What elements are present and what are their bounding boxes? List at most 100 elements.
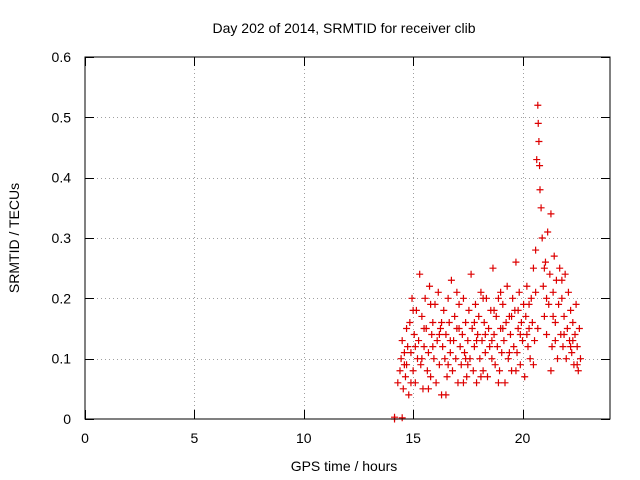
data-point [479,294,487,302]
data-point [517,318,525,326]
data-point [406,318,414,326]
data-point [512,367,520,375]
data-point [405,391,413,399]
data-point [505,349,513,357]
data-point [525,325,533,332]
data-point [449,367,456,375]
data-point [467,270,475,278]
data-point [516,361,524,369]
data-point [537,204,545,212]
data-point [536,162,544,170]
x-axis-title: GPS time / hours [291,458,398,474]
data-point [572,300,580,308]
data-point [485,325,493,332]
data-point [543,331,551,339]
data-point [499,300,507,308]
y-tick-label: 0.3 [52,230,72,246]
data-point [404,343,412,351]
data-point [501,379,509,387]
data-point [528,318,536,326]
data-point [534,325,542,332]
data-point [459,379,467,387]
data-point [403,325,411,332]
data-point [434,288,442,296]
data-point [503,282,511,290]
data-point [420,325,428,332]
data-point [576,355,584,363]
data-point [547,210,555,218]
data-point [563,325,571,332]
data-point [423,367,431,375]
data-point [470,343,478,351]
data-point [407,349,415,357]
data-point [447,276,455,284]
data-points [391,101,584,423]
data-point [411,343,419,351]
data-point [451,312,459,320]
data-point [527,294,535,302]
data-point [490,306,498,314]
data-point [484,373,491,381]
data-point [408,294,416,302]
data-point [426,282,434,290]
data-point [439,343,447,351]
data-point [548,343,556,351]
data-point [398,337,406,345]
data-point [567,343,575,351]
data-point [525,300,533,308]
data-point [568,349,576,357]
data-point [457,361,465,369]
data-point [523,331,531,339]
x-tick-label: 15 [405,430,421,446]
y-tick-label: 0.2 [52,290,72,306]
data-point [398,414,406,422]
data-point [534,101,542,109]
data-point [464,337,472,345]
data-point [569,337,577,345]
data-point [401,373,409,381]
data-point [571,331,579,339]
data-point [473,337,481,345]
y-tick-label: 0 [63,411,71,427]
data-point [497,288,505,296]
y-tick-label: 0.4 [52,170,72,186]
data-point [519,337,526,345]
data-point [446,337,454,345]
data-point [427,373,435,381]
data-point [555,300,563,308]
data-point [470,318,478,326]
data-point [573,343,581,351]
data-point [551,318,559,326]
data-point [459,294,467,302]
data-point [464,361,472,369]
data-point [455,300,463,308]
data-point [442,331,450,339]
data-point [420,343,428,351]
data-point [417,361,425,369]
data-point [554,355,561,363]
data-point [453,288,461,296]
data-point [574,367,582,375]
data-point [549,288,557,296]
data-point [475,312,483,320]
data-point [444,294,452,302]
data-point [394,379,402,387]
data-point [409,306,417,314]
x-tick-label: 5 [190,430,198,446]
data-point [515,288,523,296]
data-point [399,385,407,393]
data-point [438,318,446,326]
data-point [481,331,489,339]
data-point [560,331,568,339]
data-point [514,325,522,332]
x-tick-label: 10 [296,430,312,446]
data-point [463,373,471,381]
data-point [536,186,544,194]
data-point [391,413,399,421]
data-point [479,367,487,375]
data-point [561,270,569,278]
data-point [492,312,500,320]
data-point [532,288,540,296]
data-point [468,325,476,332]
data-point [486,343,494,351]
